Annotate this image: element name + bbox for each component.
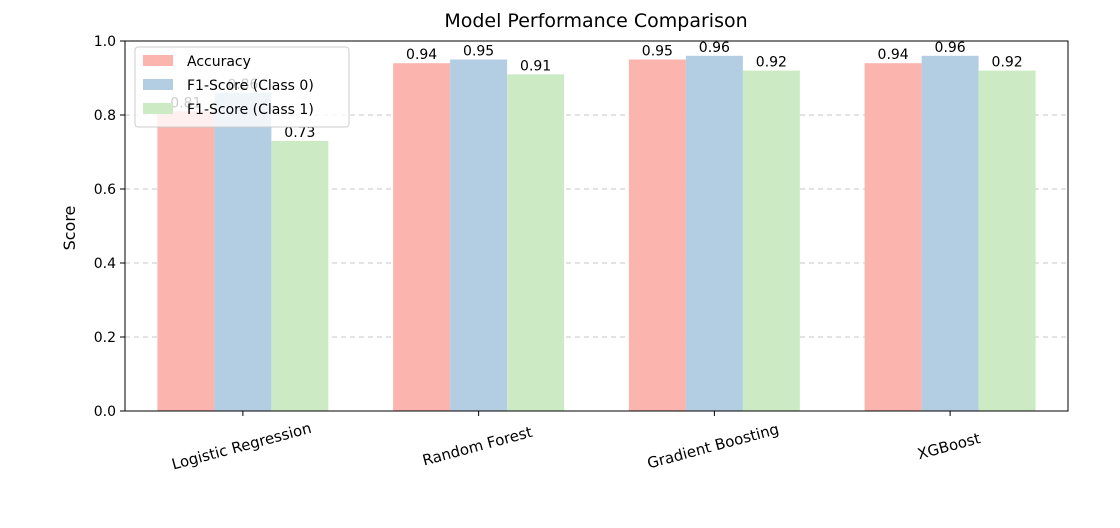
legend-label: F1-Score (Class 1) xyxy=(187,102,314,118)
bar-value-label: 0.92 xyxy=(992,55,1023,71)
legend-swatch xyxy=(143,103,173,114)
bar-value-label: 0.95 xyxy=(463,44,494,60)
y-tick-label: 0.4 xyxy=(94,256,116,272)
y-tick-label: 0.0 xyxy=(94,404,116,420)
bar-value-label: 0.94 xyxy=(406,47,437,63)
legend-swatch xyxy=(143,55,173,66)
bar xyxy=(685,55,743,412)
bar xyxy=(742,70,800,411)
bar-value-label: 0.96 xyxy=(699,40,730,56)
legend-box xyxy=(134,46,350,128)
bars xyxy=(157,55,1036,412)
bar xyxy=(393,63,451,411)
bar-value-label: 0.94 xyxy=(878,47,909,63)
bar-value-label: 0.73 xyxy=(284,125,315,141)
y-tick-label: 1.0 xyxy=(94,34,116,50)
legend-swatch xyxy=(143,79,173,90)
bar xyxy=(271,140,329,411)
x-tick-label: Gradient Boosting xyxy=(645,420,781,472)
bar xyxy=(157,111,215,412)
bar xyxy=(214,92,272,412)
y-axis-label: Score xyxy=(60,206,79,251)
x-tick-label: Logistic Regression xyxy=(170,419,314,474)
plot-frame xyxy=(124,40,1069,412)
legend-label: F1-Score (Class 0) xyxy=(187,78,314,94)
legend: Accuracy F1-Score (Class 0) F1-Score (Clas… xyxy=(134,46,350,128)
x-tick-label: Random Forest xyxy=(420,423,534,470)
y-tick-label: 0.2 xyxy=(94,330,116,346)
y-tick-label: 0.6 xyxy=(94,182,116,198)
bar xyxy=(507,74,565,412)
bar-value-label: 0.95 xyxy=(642,44,673,60)
legend-label: Accuracy xyxy=(187,54,251,70)
bar xyxy=(978,70,1036,411)
bar-value-label: 0.96 xyxy=(935,40,966,56)
bar xyxy=(450,59,508,411)
bar xyxy=(921,55,979,412)
bar-value-label: 0.91 xyxy=(520,58,551,74)
bar xyxy=(864,63,922,411)
chart-title: Model Performance Comparison xyxy=(444,10,747,32)
bar xyxy=(628,59,686,411)
x-tick-label: XGBoost xyxy=(915,429,982,463)
y-tick-label: 0.8 xyxy=(94,108,116,124)
bar-value-label: 0.92 xyxy=(756,55,787,71)
